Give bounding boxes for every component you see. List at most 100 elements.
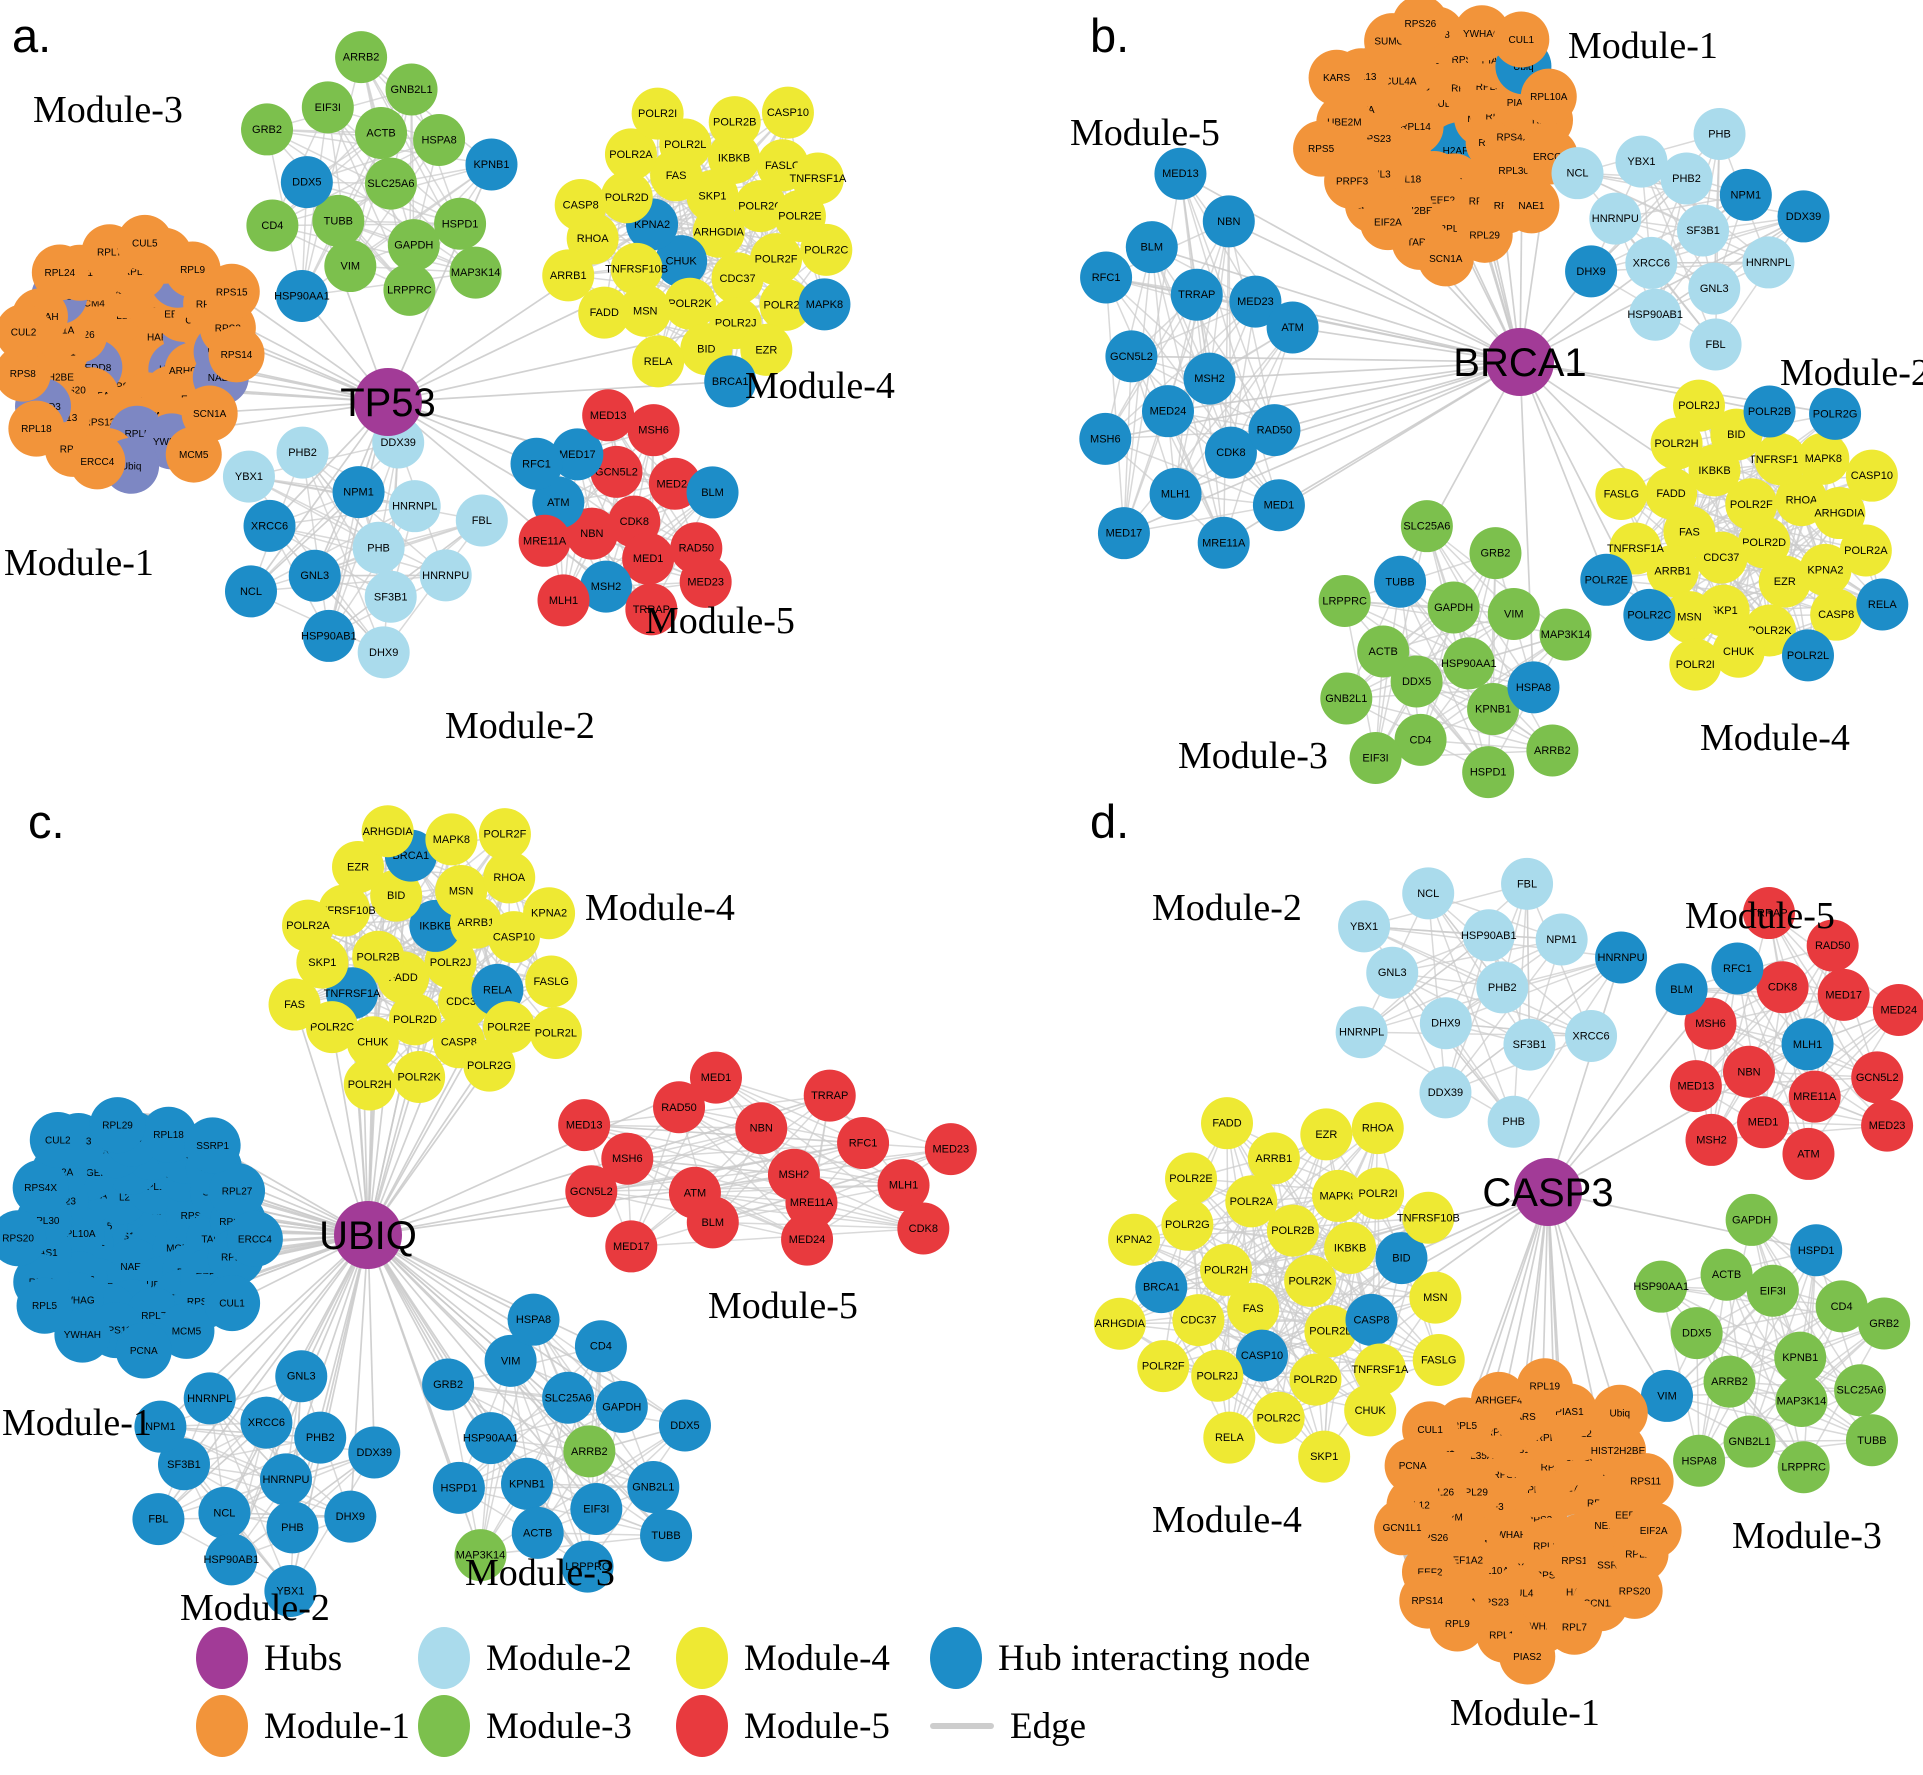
node-CHUK[interactable]: CHUK bbox=[1344, 1384, 1397, 1437]
node-HSPD1[interactable]: HSPD1 bbox=[432, 1461, 485, 1514]
node-PHB2[interactable]: PHB2 bbox=[1476, 961, 1529, 1014]
node-POLR2B[interactable]: POLR2B bbox=[708, 96, 761, 149]
node-PCNA[interactable]: PCNA bbox=[115, 1322, 172, 1379]
node-BLM[interactable]: BLM bbox=[1655, 963, 1708, 1016]
node-FASLG[interactable]: FASLG bbox=[525, 955, 578, 1008]
node-HSP90AA1[interactable]: HSP90AA1 bbox=[1633, 1260, 1689, 1313]
node-MED23[interactable]: MED23 bbox=[1861, 1099, 1914, 1152]
node-HNRNPL[interactable]: HNRNPL bbox=[183, 1372, 236, 1425]
node-BLM[interactable]: BLM bbox=[686, 466, 739, 519]
node-GCN5L2[interactable]: GCN5L2 bbox=[1851, 1051, 1904, 1104]
node-DHX9[interactable]: DHX9 bbox=[324, 1490, 377, 1543]
node-RPL5[interactable]: RPL5 bbox=[16, 1277, 73, 1334]
node-PHB[interactable]: PHB bbox=[266, 1501, 319, 1554]
node-MED17[interactable]: MED17 bbox=[1817, 968, 1870, 1021]
node-RFC1[interactable]: RFC1 bbox=[837, 1117, 890, 1170]
node-RPL7[interactable]: RPL7 bbox=[1546, 1598, 1603, 1655]
node-MED24[interactable]: MED24 bbox=[1872, 984, 1923, 1036]
node-HNRNPU[interactable]: HNRNPU bbox=[419, 549, 472, 602]
node-MED17[interactable]: MED17 bbox=[605, 1220, 658, 1273]
node-FADD[interactable]: FADD bbox=[578, 286, 631, 339]
node-MED13[interactable]: MED13 bbox=[1669, 1060, 1722, 1113]
node-MAPK8[interactable]: MAPK8 bbox=[1797, 432, 1850, 485]
node-RPS20[interactable]: RPS20 bbox=[1606, 1562, 1663, 1619]
node-MED13[interactable]: MED13 bbox=[582, 389, 635, 442]
node-MSH2[interactable]: MSH2 bbox=[1183, 352, 1236, 405]
node-MAPK8[interactable]: MAPK8 bbox=[425, 813, 478, 866]
node-POLR2H[interactable]: POLR2H bbox=[1200, 1243, 1253, 1296]
node-SKP1[interactable]: SKP1 bbox=[1298, 1430, 1351, 1483]
node-FBL[interactable]: FBL bbox=[1501, 857, 1554, 910]
node-HSPA8[interactable]: HSPA8 bbox=[507, 1293, 560, 1346]
node-POLR2A[interactable]: POLR2A bbox=[1839, 524, 1892, 577]
node-GAPDH[interactable]: GAPDH bbox=[1725, 1193, 1778, 1246]
node-MSN[interactable]: MSN bbox=[1409, 1271, 1462, 1324]
node-HNRNPU[interactable]: HNRNPU bbox=[1589, 192, 1642, 245]
node-ATM[interactable]: ATM bbox=[1266, 301, 1319, 354]
node-ARRB2[interactable]: ARRB2 bbox=[1703, 1355, 1756, 1408]
node-CUL1[interactable]: CUL1 bbox=[1402, 1401, 1459, 1458]
node-KPNB1[interactable]: KPNB1 bbox=[501, 1457, 554, 1510]
node-DDX39[interactable]: DDX39 bbox=[348, 1426, 401, 1479]
node-NCL[interactable]: NCL bbox=[1402, 867, 1455, 920]
node-MAPK8[interactable]: MAPK8 bbox=[798, 278, 851, 331]
node-POLR2K[interactable]: POLR2K bbox=[664, 277, 717, 330]
node-RFC1[interactable]: RFC1 bbox=[1711, 942, 1764, 995]
node-IKBKB[interactable]: IKBKB bbox=[1324, 1221, 1377, 1274]
node-PHB2[interactable]: PHB2 bbox=[276, 426, 329, 479]
node-MRE11A[interactable]: MRE11A bbox=[518, 514, 571, 567]
node-GNL3[interactable]: GNL3 bbox=[1366, 946, 1419, 999]
node-MED24[interactable]: MED24 bbox=[1141, 385, 1194, 438]
node-ARRB1[interactable]: ARRB1 bbox=[542, 249, 595, 302]
node-POLR2J[interactable]: POLR2J bbox=[1191, 1349, 1244, 1402]
node-RPS14[interactable]: RPS14 bbox=[208, 326, 265, 383]
node-SF3B1[interactable]: SF3B1 bbox=[1677, 204, 1730, 257]
node-PHB[interactable]: PHB bbox=[1487, 1095, 1540, 1148]
node-EIF3I[interactable]: EIF3I bbox=[1746, 1264, 1799, 1317]
node-XRCC6[interactable]: XRCC6 bbox=[1565, 1009, 1618, 1062]
node-CUL2[interactable]: CUL2 bbox=[29, 1111, 86, 1168]
node-TUBB[interactable]: TUBB bbox=[1374, 555, 1427, 608]
node-MED13[interactable]: MED13 bbox=[558, 1099, 611, 1152]
node-TUBB[interactable]: TUBB bbox=[1845, 1414, 1898, 1467]
node-MAP3K14[interactable]: MAP3K14 bbox=[449, 246, 502, 299]
node-POLR2E[interactable]: POLR2E bbox=[1165, 1152, 1218, 1205]
node-POLR2C[interactable]: POLR2C bbox=[800, 223, 853, 276]
node-HSPA8[interactable]: HSPA8 bbox=[1673, 1434, 1726, 1487]
node-NCL[interactable]: NCL bbox=[224, 565, 277, 618]
node-KPNB1[interactable]: KPNB1 bbox=[465, 138, 518, 191]
node-MLH1[interactable]: MLH1 bbox=[1149, 467, 1202, 520]
node-SCN1A[interactable]: SCN1A bbox=[1417, 230, 1474, 287]
node-LRPPRC[interactable]: LRPPRC bbox=[383, 263, 436, 316]
node-ARRB1[interactable]: ARRB1 bbox=[1247, 1132, 1300, 1185]
node-FASLG[interactable]: FASLG bbox=[1595, 467, 1648, 520]
node-SLC25A6[interactable]: SLC25A6 bbox=[1400, 500, 1453, 553]
node-GCN5L2[interactable]: GCN5L2 bbox=[1105, 330, 1158, 383]
node-CUL5[interactable]: CUL5 bbox=[116, 214, 173, 271]
node-ARRB2[interactable]: ARRB2 bbox=[335, 31, 388, 84]
node-EIF3I[interactable]: EIF3I bbox=[1349, 732, 1402, 785]
node-FASLG[interactable]: FASLG bbox=[1412, 1334, 1465, 1387]
node-FADD[interactable]: FADD bbox=[1645, 467, 1698, 520]
node-RELA[interactable]: RELA bbox=[1856, 578, 1909, 631]
node-ACTB[interactable]: ACTB bbox=[355, 107, 408, 160]
node-HSPD1[interactable]: HSPD1 bbox=[1462, 746, 1515, 799]
node-POLR2G[interactable]: POLR2G bbox=[463, 1039, 516, 1092]
node-PHB[interactable]: PHB bbox=[1693, 107, 1746, 160]
node-MSH6[interactable]: MSH6 bbox=[627, 404, 680, 457]
node-TRRAP[interactable]: TRRAP bbox=[803, 1069, 856, 1122]
node-NBN[interactable]: NBN bbox=[1722, 1045, 1775, 1098]
node-POLR2E[interactable]: POLR2E bbox=[1580, 553, 1633, 606]
node-FBL[interactable]: FBL bbox=[455, 494, 508, 547]
node-POLR2I[interactable]: POLR2I bbox=[1352, 1167, 1405, 1220]
node-HNRNPL[interactable]: HNRNPL bbox=[1742, 236, 1795, 289]
node-GRB2[interactable]: GRB2 bbox=[241, 103, 294, 156]
node-GRB2[interactable]: GRB2 bbox=[422, 1358, 475, 1411]
node-ACTB[interactable]: ACTB bbox=[1357, 625, 1410, 678]
node-CD4[interactable]: CD4 bbox=[246, 199, 299, 252]
node-ARRB2[interactable]: ARRB2 bbox=[563, 1425, 616, 1478]
node-NPM1[interactable]: NPM1 bbox=[332, 466, 385, 519]
node-RPL18[interactable]: RPL18 bbox=[8, 400, 65, 457]
node-ARRB2[interactable]: ARRB2 bbox=[1526, 724, 1579, 777]
node-MSH6[interactable]: MSH6 bbox=[1079, 412, 1132, 465]
